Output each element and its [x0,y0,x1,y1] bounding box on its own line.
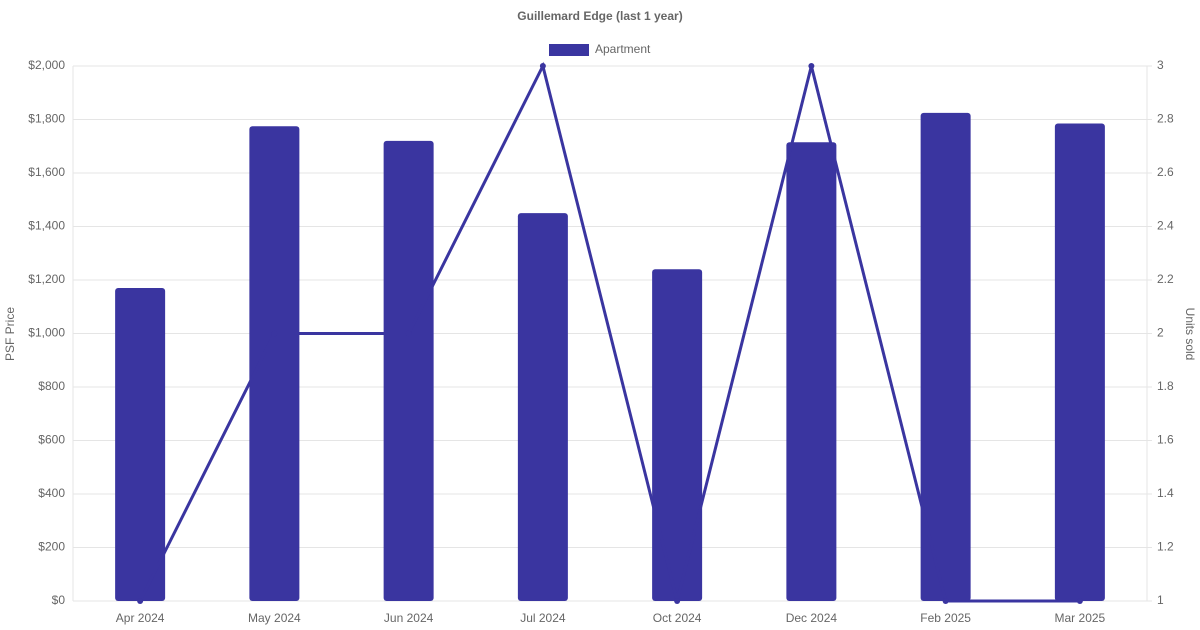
y2-tick-label: 2.4 [1157,219,1174,233]
y2-tick-label: 1.6 [1157,433,1174,447]
bar [383,140,434,601]
x-tick-label: Oct 2024 [653,611,702,625]
bar [249,126,300,601]
y2-axis-title: Units sold [1183,308,1197,361]
x-tick-label: Jul 2024 [520,611,566,625]
y-tick-label: $0 [52,593,66,607]
chart-title: Guillemard Edge (last 1 year) [517,9,682,23]
y2-tick-label: 3 [1157,58,1164,72]
y2-tick-label: 1.2 [1157,540,1174,554]
x-tick-label: Apr 2024 [116,611,165,625]
y2-tick-label: 2.6 [1157,165,1174,179]
line-point [808,63,815,69]
y2-tick-label: 2 [1157,326,1164,340]
line [138,61,1080,603]
bar [115,288,166,601]
legend-label: Apartment [595,42,651,56]
x-tick-label: Dec 2024 [786,611,838,625]
x-tick-label: Mar 2025 [1055,611,1106,625]
y-axis-title: PSF Price [3,307,17,361]
line-point [674,598,681,604]
y2-tick-label: 2.2 [1157,272,1174,286]
y-tick-label: $1,000 [28,326,65,340]
y-tick-label: $1,200 [28,272,65,286]
legend-swatch [549,44,589,56]
line-point [137,598,144,604]
bar [517,213,568,601]
y-tick-label: $1,400 [28,219,65,233]
x-tick-label: May 2024 [248,611,301,625]
y-tick-label: $1,800 [28,112,65,126]
y-tick-label: $800 [38,379,65,393]
y2-tick-label: 1.8 [1157,379,1174,393]
bar [652,269,703,601]
line-point [1076,598,1083,604]
y2-tick-label: 1.4 [1157,486,1174,500]
y2-tick-label: 1 [1157,593,1164,607]
x-tick-label: Feb 2025 [920,611,971,625]
y-tick-label: $600 [38,433,65,447]
y-tick-label: $1,600 [28,165,65,179]
bar [786,142,837,602]
line-point [942,598,949,604]
line-point [405,330,412,337]
y2-tick-label: 2.8 [1157,112,1174,126]
y-tick-label: $200 [38,540,65,554]
line-point [271,330,278,337]
bar [920,112,971,601]
line-point [539,63,546,69]
y-tick-label: $2,000 [28,58,65,72]
y-tick-label: $400 [38,486,65,500]
bar [1054,123,1105,601]
x-tick-label: Jun 2024 [384,611,434,625]
